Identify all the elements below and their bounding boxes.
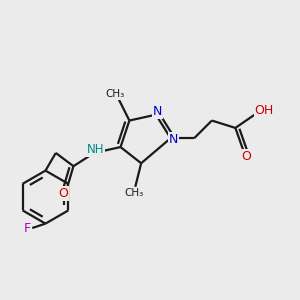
Text: N: N xyxy=(153,105,162,118)
Text: N: N xyxy=(169,133,178,146)
Text: O: O xyxy=(58,187,68,200)
Text: NH: NH xyxy=(87,143,104,157)
Text: OH: OH xyxy=(255,104,274,117)
Text: CH₃: CH₃ xyxy=(106,89,125,99)
Text: CH₃: CH₃ xyxy=(124,188,143,198)
Text: F: F xyxy=(23,221,31,235)
Text: O: O xyxy=(241,150,250,163)
